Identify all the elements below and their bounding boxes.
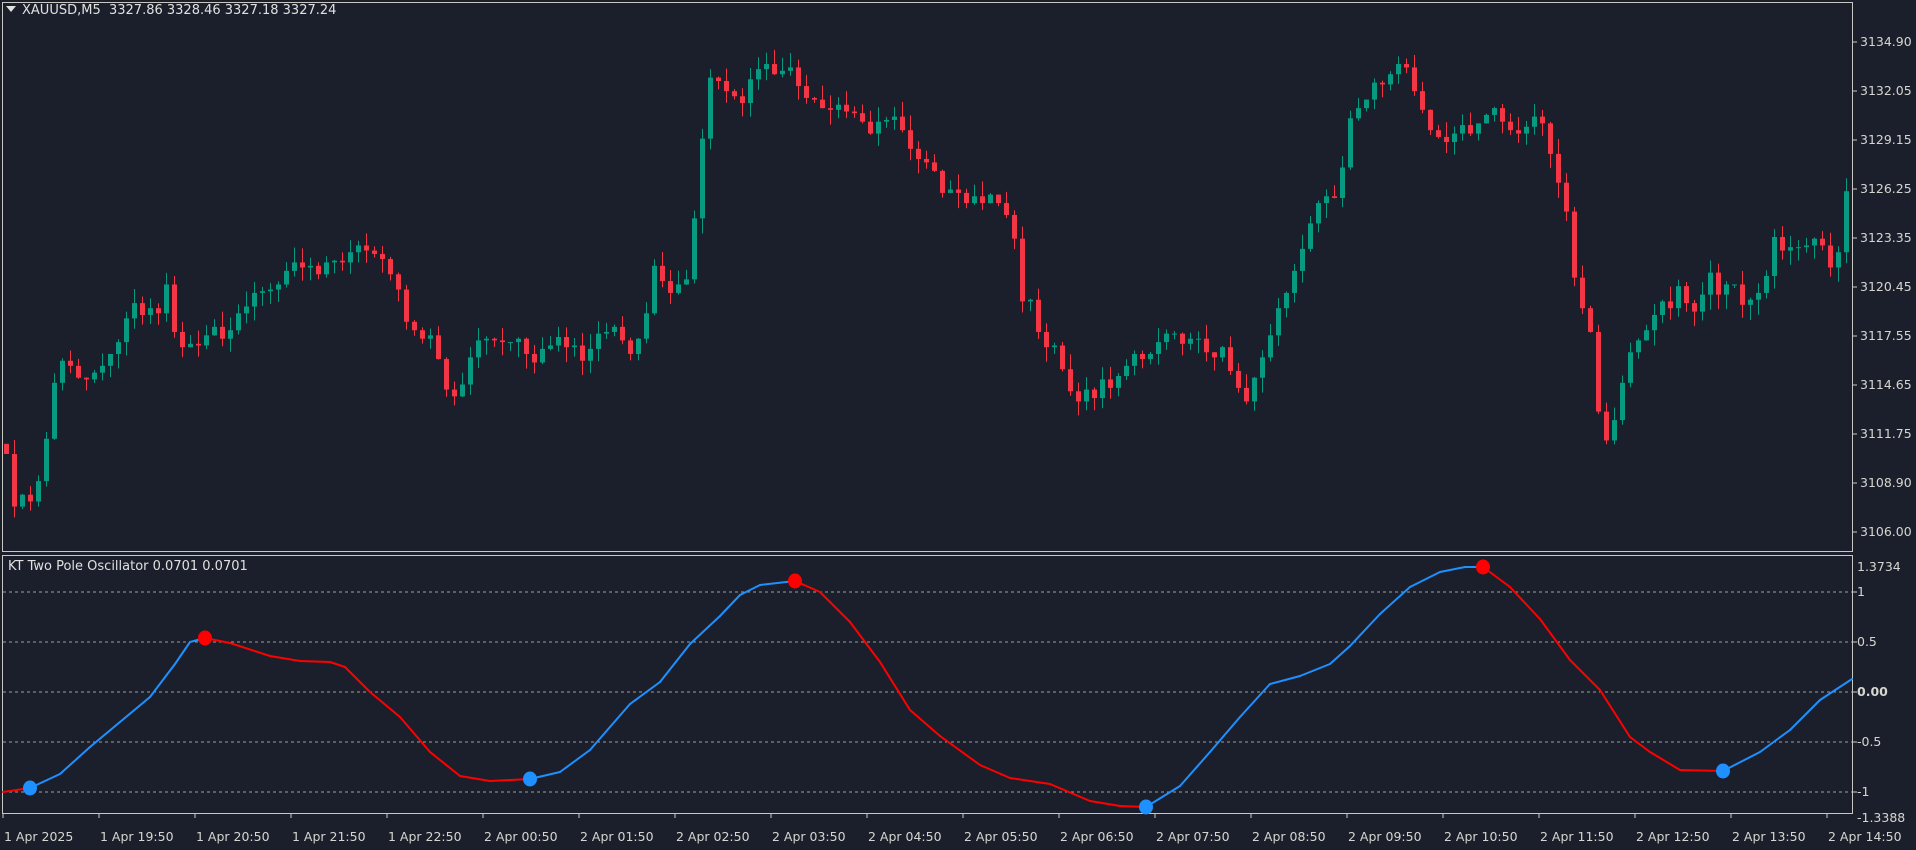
time-tick-label: 2 Apr 10:50	[1444, 829, 1518, 844]
time-tick-label: 1 Apr 22:50	[388, 829, 462, 844]
time-tick-label: 2 Apr 14:50	[1828, 829, 1902, 844]
price-tick-label: 3106.00	[1860, 524, 1912, 539]
time-tick-label: 2 Apr 01:50	[580, 829, 654, 844]
price-tick-label: 3120.45	[1860, 279, 1912, 294]
time-tick-label: 2 Apr 03:50	[772, 829, 846, 844]
price-chart-panel[interactable]	[2, 2, 1853, 552]
time-tick-label: 2 Apr 07:50	[1156, 829, 1230, 844]
price-tick-label: 3129.15	[1860, 132, 1912, 147]
price-tick-label: 3108.90	[1860, 475, 1912, 490]
buy-signal-dot	[523, 771, 537, 787]
time-tick-label: 2 Apr 09:50	[1348, 829, 1422, 844]
price-tick-label: 3134.90	[1860, 34, 1912, 49]
sell-signal-dot	[198, 630, 212, 646]
time-tick-label: 2 Apr 06:50	[1060, 829, 1134, 844]
ohlc-values: 3327.86 3328.46 3327.18 3327.24	[108, 3, 337, 18]
price-tick-label: 3132.05	[1860, 83, 1912, 98]
oscillator-tick-label: 1	[1857, 584, 1865, 599]
time-tick-label: 1 Apr 2025	[4, 829, 74, 844]
buy-signal-dot	[1139, 799, 1153, 815]
time-tick-label: 1 Apr 20:50	[196, 829, 270, 844]
time-tick-label: 2 Apr 08:50	[1252, 829, 1326, 844]
oscillator-tick-label: -1	[1857, 784, 1870, 799]
oscillator-label: KT Two Pole Oscillator 0.0701 0.0701	[8, 559, 248, 574]
time-tick-label: 2 Apr 04:50	[868, 829, 942, 844]
oscillator-tick-label: -1.3388	[1857, 810, 1906, 825]
time-tick-label: 2 Apr 11:50	[1540, 829, 1614, 844]
price-tick-label: 3111.75	[1860, 426, 1912, 441]
time-tick-label: 2 Apr 00:50	[484, 829, 558, 844]
price-tick-label: 3123.35	[1860, 230, 1912, 245]
price-tick-label: 3117.55	[1860, 328, 1912, 343]
time-tick-label: 1 Apr 21:50	[292, 829, 366, 844]
buy-signal-dot	[23, 780, 37, 796]
buy-signal-dot	[1716, 763, 1730, 779]
price-tick-label: 3126.25	[1860, 181, 1912, 196]
sell-signal-dot	[1476, 559, 1490, 575]
oscillator-tick-label: 1.3734	[1857, 559, 1901, 574]
time-tick-label: 1 Apr 19:50	[100, 829, 174, 844]
symbol-header[interactable]: XAUUSD,M5 3327.86 3328.46 3327.18 3327.2…	[6, 3, 336, 18]
oscillator-tick-label: 0.00	[1857, 684, 1888, 699]
sell-signal-dot	[788, 573, 802, 589]
price-tick-label: 3114.65	[1860, 377, 1912, 392]
symbol-label: XAUUSD,M5	[22, 3, 101, 18]
time-tick-label: 2 Apr 05:50	[964, 829, 1038, 844]
oscillator-tick-label: 0.5	[1857, 634, 1877, 649]
oscillator-tick-label: -0.5	[1857, 734, 1882, 749]
dropdown-triangle-icon[interactable]	[6, 6, 16, 12]
time-tick-label: 2 Apr 13:50	[1732, 829, 1806, 844]
time-tick-label: 2 Apr 12:50	[1636, 829, 1710, 844]
oscillator-panel[interactable]	[2, 555, 1853, 814]
time-tick-label: 2 Apr 02:50	[676, 829, 750, 844]
